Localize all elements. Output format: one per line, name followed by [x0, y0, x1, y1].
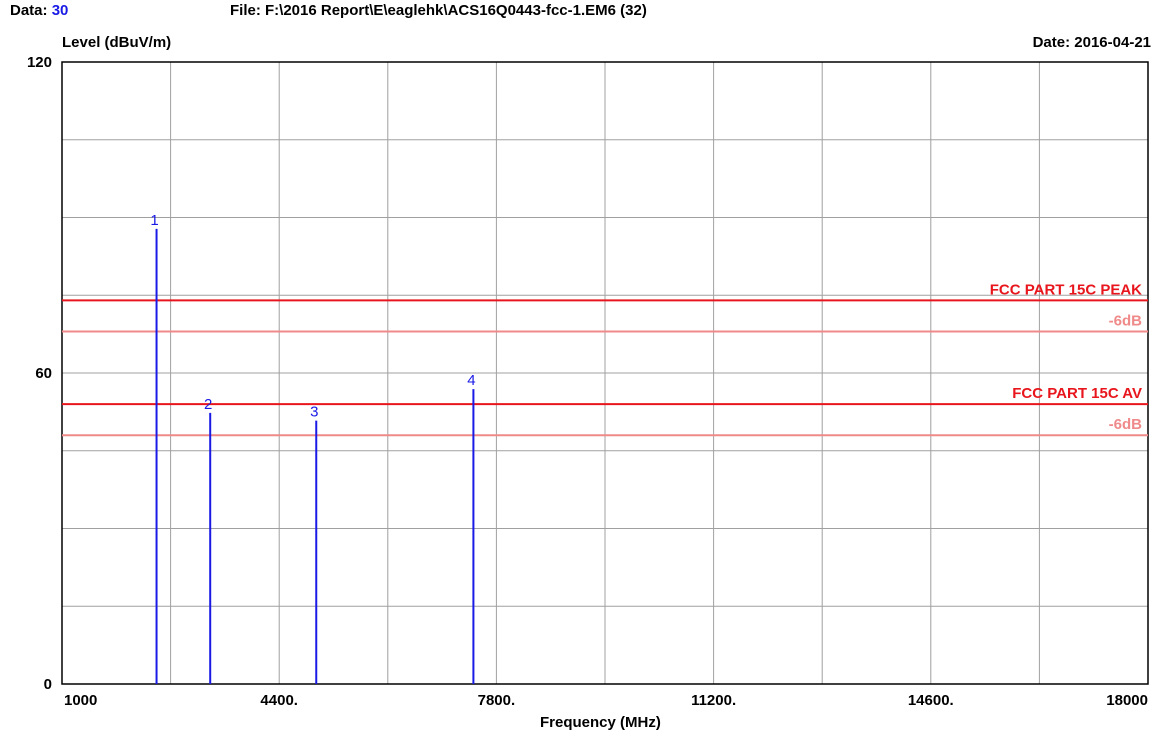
x-tick-label: 4400.	[260, 692, 298, 709]
x-tick-label: 7800.	[478, 692, 516, 709]
data-value: 30	[51, 2, 69, 19]
limit-line-label: FCC PART 15C AV	[1012, 385, 1142, 402]
y-tick-label: 120	[27, 54, 52, 71]
data-label-text: Data:	[10, 2, 48, 19]
x-tick-label: 18000	[1106, 692, 1148, 709]
marker-label: 1	[150, 212, 158, 229]
y-tick-label: 60	[35, 365, 52, 382]
y-tick-label: 0	[44, 676, 52, 693]
y-axis-title: Level (dBuV/m)	[62, 34, 172, 51]
plot-frame	[61, 61, 1149, 685]
marker-label: 3	[310, 404, 318, 421]
x-tick-label: 14600.	[908, 692, 954, 709]
marker-label: 4	[467, 372, 475, 389]
limit-line-label: FCC PART 15C PEAK	[990, 281, 1142, 298]
limit-line-label: -6dB	[1109, 313, 1143, 330]
x-tick-label: 11200.	[691, 692, 736, 709]
limit-line-label: -6dB	[1109, 416, 1143, 433]
x-tick-label: 1000	[64, 692, 97, 709]
file-path: File: F:\2016 Report\E\eaglehk\ACS16Q044…	[230, 2, 647, 19]
data-label: Data: 30	[10, 2, 68, 19]
marker-label: 2	[204, 396, 212, 413]
date-label: Date: 2016-04-21	[1032, 34, 1151, 51]
x-axis-title: Frequency (MHz)	[540, 714, 661, 731]
